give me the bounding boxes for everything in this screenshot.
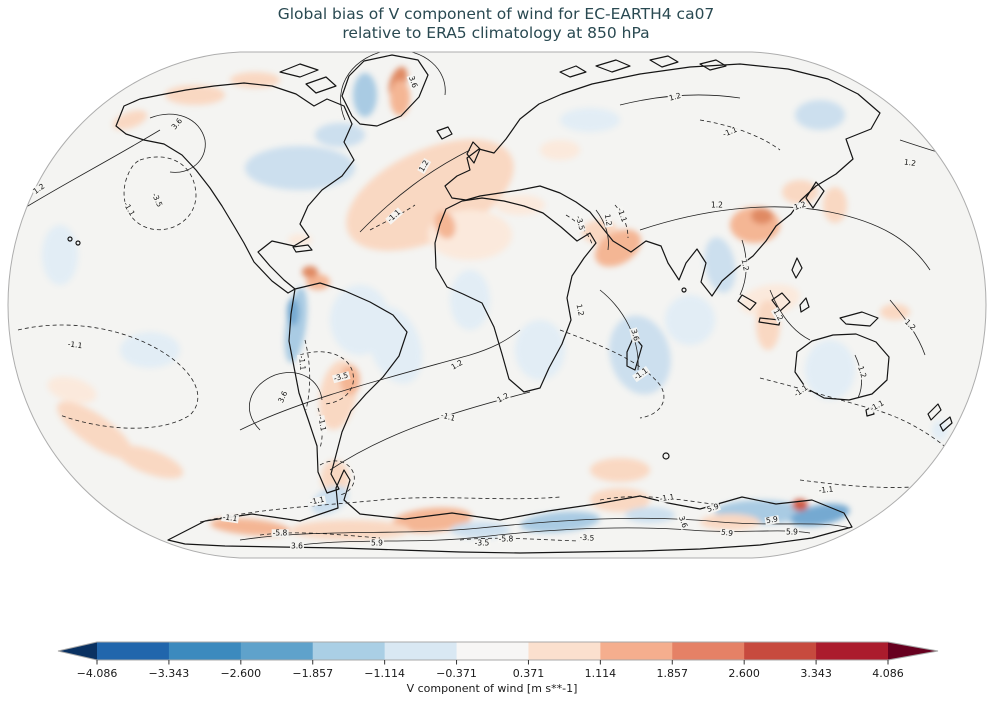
contour-label: -3.5	[578, 532, 596, 543]
colorbar-tick-label: 1.857	[657, 667, 689, 680]
colorbar-segment	[168, 642, 242, 660]
contour-label: -1.1	[221, 512, 239, 524]
colorbar-tick-label: −3.343	[149, 667, 190, 680]
world-map	[7, 51, 987, 559]
colorbar-tick-label: 3.343	[800, 667, 832, 680]
contour-label: 1.2	[739, 257, 751, 273]
map-background	[8, 52, 986, 558]
colorbar-under-arrow	[58, 642, 97, 660]
colorbar-tick-label: −1.114	[364, 667, 405, 680]
colorbar-segment	[600, 642, 673, 660]
contour-label: 1.2	[602, 212, 614, 228]
colorbar-segment	[240, 642, 314, 660]
colorbar-tick-label: −4.086	[77, 667, 118, 680]
chart-title-line1: Global bias of V component of wind for E…	[277, 5, 715, 23]
chart-title-line2: relative to ERA5 climatology at 850 hPa	[342, 23, 650, 42]
contour-label: -1.1	[316, 415, 328, 433]
contour-label: 3.6	[290, 541, 304, 551]
colorbar-tick-label: 0.371	[513, 667, 545, 680]
colorbar-axis-label: V component of wind [m s**-1]	[407, 682, 578, 695]
contour-label: 1.2	[902, 157, 918, 169]
colorbar-tick-label: −2.600	[220, 667, 261, 680]
contour-label: -1.1	[658, 492, 676, 504]
colorbar-tick-label: −1.857	[292, 667, 333, 680]
colorbar-segment	[456, 642, 530, 660]
contour-label: -1.1	[817, 484, 835, 495]
contour-label: -3.5	[473, 538, 491, 548]
contour-label: 5.9	[719, 527, 735, 539]
colorbar-segment	[528, 642, 601, 660]
colorbar-segment	[312, 642, 386, 660]
colorbar-over-arrow	[888, 642, 938, 660]
contour-label: 5.9	[370, 538, 384, 548]
colorbar-tick-label: 4.086	[872, 667, 904, 680]
contour-label: 5.9	[785, 527, 799, 537]
colorbar-tick-label: 1.114	[585, 667, 617, 680]
colorbar-segment	[384, 642, 458, 660]
contour-label: -5.8	[271, 528, 289, 538]
colorbar-segment	[672, 642, 745, 660]
colorbar-tick-label: 2.600	[728, 667, 760, 680]
colorbar-segment	[97, 642, 170, 660]
contour-label: -5.8	[497, 534, 515, 544]
chart-title: Global bias of V component of wind for E…	[0, 5, 992, 43]
colorbar: −4.086 −3.343 −2.600 −1.857 −1.114 −0.371 0.37…	[57, 641, 939, 695]
colorbar-segment	[816, 642, 889, 660]
contour-label: 1.2	[574, 302, 586, 318]
contour-label: 1.2	[710, 200, 724, 210]
contour-label: -1.1	[66, 339, 84, 351]
contour-label: -1.1	[297, 354, 308, 372]
colorbar-tick-label: −0.371	[436, 667, 477, 680]
colorbar-segment	[744, 642, 817, 660]
